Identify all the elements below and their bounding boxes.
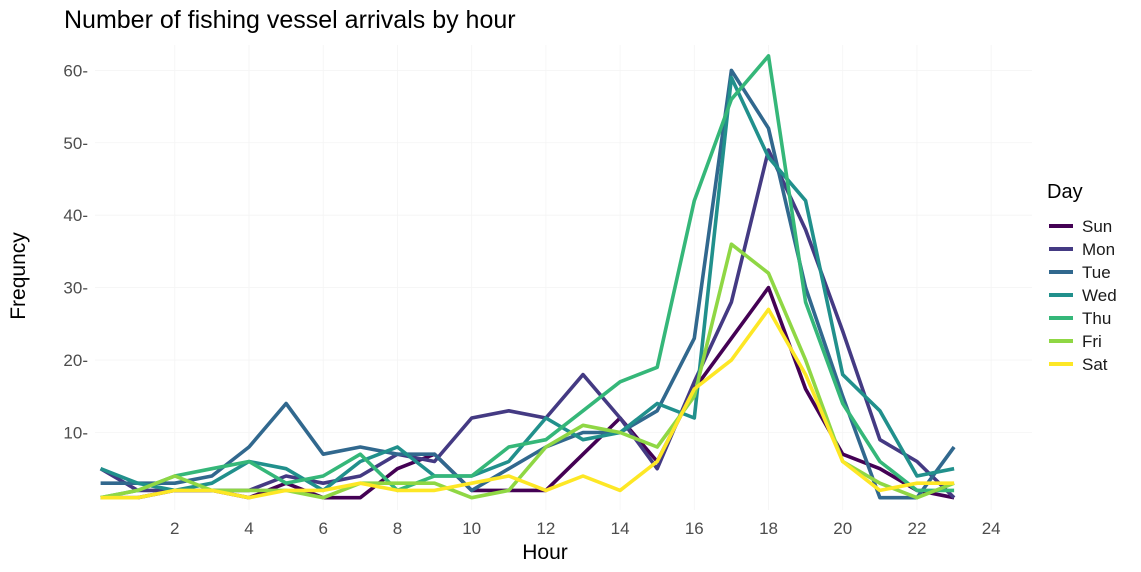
x-tick-label: 24 bbox=[982, 519, 1001, 538]
series-line-mon bbox=[99, 148, 956, 499]
x-tick-label: 2 bbox=[170, 519, 179, 538]
legend-label-fri: Fri bbox=[1082, 332, 1102, 351]
legend-label-sat: Sat bbox=[1082, 355, 1108, 374]
y-tick-label: 30- bbox=[63, 279, 88, 298]
series-line-sat bbox=[100, 307, 955, 500]
y-tick-label: 20- bbox=[63, 351, 88, 370]
x-tick-label: 10 bbox=[462, 519, 481, 538]
x-tick-label: 6 bbox=[318, 519, 327, 538]
legend-label-mon: Mon bbox=[1082, 240, 1115, 259]
x-tick-label: 20 bbox=[833, 519, 852, 538]
legend: Day Sun Mon Tue Wed Thu Fri Sat bbox=[1047, 181, 1117, 374]
legend-label-thu: Thu bbox=[1082, 309, 1111, 328]
y-tick-label: 50- bbox=[63, 134, 88, 153]
x-tick-label: 16 bbox=[685, 519, 704, 538]
x-tick-label: 12 bbox=[536, 519, 555, 538]
legend-items: Sun Mon Tue Wed Thu Fri Sat bbox=[1049, 217, 1117, 374]
x-tick-label: 4 bbox=[244, 519, 253, 538]
x-tick-label: 14 bbox=[611, 519, 630, 538]
x-tick-label: 8 bbox=[393, 519, 402, 538]
series-line-tue bbox=[100, 68, 956, 500]
series-line-fri bbox=[100, 242, 955, 500]
legend-label-sun: Sun bbox=[1082, 217, 1112, 236]
x-axis-title: Hour bbox=[522, 541, 568, 564]
series-lines bbox=[99, 54, 956, 500]
series-line-wed bbox=[99, 75, 955, 493]
y-tick-label: 10- bbox=[63, 424, 88, 443]
x-tick-label: 22 bbox=[908, 519, 927, 538]
y-tick-label: 60- bbox=[63, 61, 88, 80]
legend-label-tue: Tue bbox=[1082, 263, 1111, 282]
series-line-thu bbox=[100, 54, 955, 500]
chart-title: Number of fishing vessel arrivals by hou… bbox=[64, 6, 516, 34]
y-tick-label: 40- bbox=[63, 206, 88, 225]
y-axis-title: Frequncy bbox=[7, 232, 30, 320]
legend-label-wed: Wed bbox=[1082, 286, 1117, 305]
y-axis-ticks: 10- 20- 30- 40- 50- 60- bbox=[63, 61, 88, 442]
x-tick-label: 18 bbox=[759, 519, 778, 538]
x-axis-ticks: 2 4 6 8 10 12 14 16 18 20 22 24 bbox=[170, 519, 1001, 538]
legend-title: Day bbox=[1047, 181, 1083, 203]
